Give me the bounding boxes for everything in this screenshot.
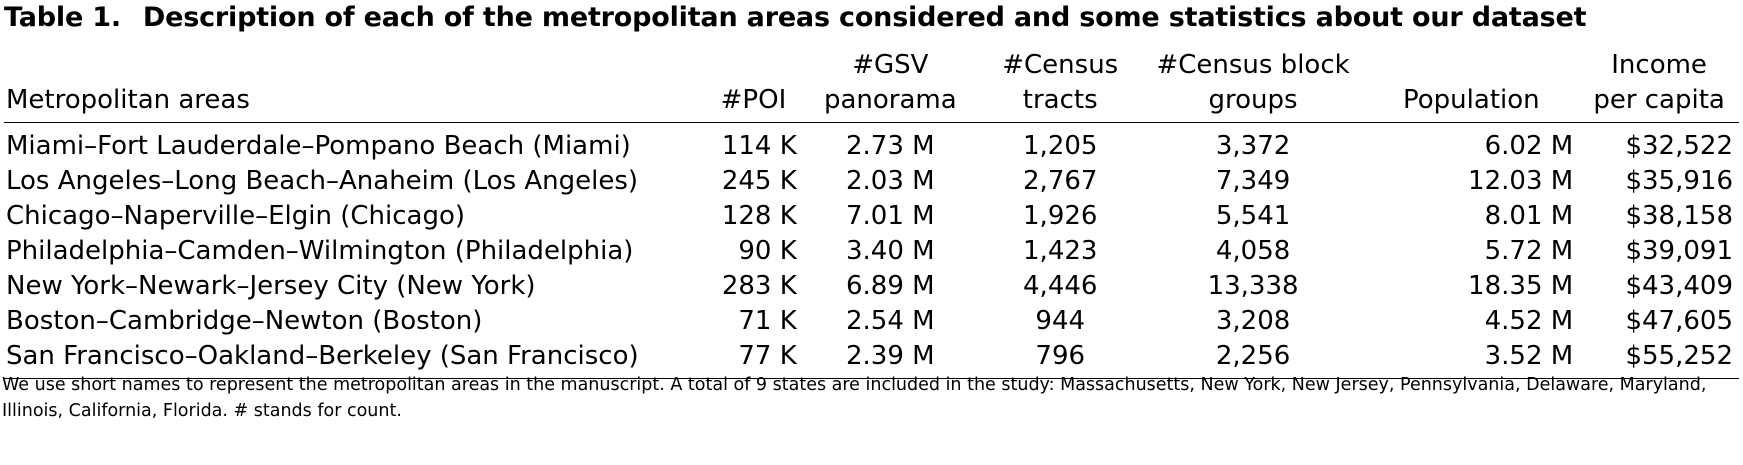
cell-poi: 114 K — [721, 131, 797, 161]
cell-block-groups: 2,256 — [1215, 341, 1291, 371]
cell-tracts: 1,926 — [1023, 201, 1098, 231]
cell-gsv: 2.03 M — [846, 166, 935, 196]
cell-gsv: 6.89 M — [846, 271, 935, 301]
cell-metro-area: Philadelphia–Camden–Wilmington (Philadel… — [6, 236, 634, 266]
header-gsv-panorama: #GSV panorama — [823, 50, 957, 115]
cell-poi: 128 K — [721, 201, 797, 231]
metro-stats-table: Metropolitan areas #POI #GSV panorama #C… — [4, 48, 1739, 379]
cell-metro-area: Miami–Fort Lauderdale–Pompano Beach (Mia… — [6, 131, 631, 161]
cell-poi: 90 K — [738, 236, 797, 266]
cell-tracts: 4,446 — [1023, 271, 1098, 301]
cell-income: $32,522 — [1625, 131, 1733, 161]
cell-poi: 71 K — [738, 306, 797, 336]
cell-block-groups: 5,541 — [1215, 201, 1291, 231]
header-census-tracts: #Census tracts — [1002, 50, 1119, 115]
cell-poi: 77 K — [738, 341, 797, 371]
cell-population: 18.35 M — [1468, 271, 1574, 301]
cell-metro-area: Chicago–Naperville–Elgin (Chicago) — [6, 201, 466, 231]
cell-metro-area: San Francisco–Oakland–Berkeley (San Fran… — [6, 341, 639, 371]
cell-population: 5.72 M — [1484, 236, 1574, 266]
cell-tracts: 1,205 — [1023, 131, 1098, 161]
header-income-per-capita: Income per capita — [1593, 50, 1725, 115]
table-row: Philadelphia–Camden–Wilmington (Philadel… — [4, 234, 1739, 269]
cell-tracts: 1,423 — [1023, 236, 1098, 266]
cell-gsv: 2.73 M — [846, 131, 935, 161]
cell-block-groups: 4,058 — [1215, 236, 1291, 266]
cell-income: $39,091 — [1625, 236, 1733, 266]
header-poi: #POI — [720, 85, 787, 115]
table-row: Boston–Cambridge–Newton (Boston) 71 K 2.… — [4, 304, 1739, 339]
table-header-row: Metropolitan areas #POI #GSV panorama #C… — [4, 48, 1739, 123]
cell-tracts: 944 — [1035, 306, 1086, 336]
table-row: San Francisco–Oakland–Berkeley (San Fran… — [4, 339, 1739, 379]
cell-block-groups: 3,372 — [1215, 131, 1291, 161]
cell-income: $38,158 — [1625, 201, 1733, 231]
header-census-block-groups: #Census block groups — [1156, 50, 1350, 115]
cell-population: 12.03 M — [1468, 166, 1574, 196]
cell-income: $43,409 — [1625, 271, 1733, 301]
table-row: Los Angeles–Long Beach–Anaheim (Los Ange… — [4, 164, 1739, 199]
header-population: Population — [1403, 85, 1540, 115]
table-footnote: We use short names to represent the metr… — [2, 375, 1707, 421]
header-metropolitan-areas: Metropolitan areas — [6, 85, 250, 115]
table-caption: Table 1. Description of each of the metro… — [4, 2, 1586, 33]
cell-poi: 283 K — [721, 271, 797, 301]
cell-gsv: 7.01 M — [846, 201, 935, 231]
cell-block-groups: 3,208 — [1215, 306, 1291, 336]
cell-income: $55,252 — [1625, 341, 1733, 371]
cell-population: 6.02 M — [1484, 131, 1574, 161]
table-row: New York–Newark–Jersey City (New York) 2… — [4, 269, 1739, 304]
cell-block-groups: 13,338 — [1207, 271, 1299, 301]
table-row: Chicago–Naperville–Elgin (Chicago) 128 K… — [4, 199, 1739, 234]
cell-population: 3.52 M — [1484, 341, 1574, 371]
cell-metro-area: Los Angeles–Long Beach–Anaheim (Los Ange… — [6, 166, 639, 196]
cell-block-groups: 7,349 — [1215, 166, 1291, 196]
cell-gsv: 2.54 M — [846, 306, 935, 336]
cell-poi: 245 K — [721, 166, 797, 196]
cell-metro-area: Boston–Cambridge–Newton (Boston) — [6, 306, 483, 336]
cell-population: 8.01 M — [1484, 201, 1574, 231]
cell-gsv: 3.40 M — [846, 236, 935, 266]
table-row: Miami–Fort Lauderdale–Pompano Beach (Mia… — [4, 123, 1739, 165]
cell-population: 4.52 M — [1484, 306, 1574, 336]
table-title: Description of each of the metropolitan … — [142, 2, 1587, 33]
cell-income: $47,605 — [1625, 306, 1733, 336]
cell-gsv: 2.39 M — [846, 341, 935, 371]
cell-income: $35,916 — [1625, 166, 1733, 196]
cell-metro-area: New York–Newark–Jersey City (New York) — [6, 271, 536, 301]
cell-tracts: 2,767 — [1023, 166, 1098, 196]
table-label: Table 1. — [4, 2, 121, 33]
cell-tracts: 796 — [1035, 341, 1086, 371]
